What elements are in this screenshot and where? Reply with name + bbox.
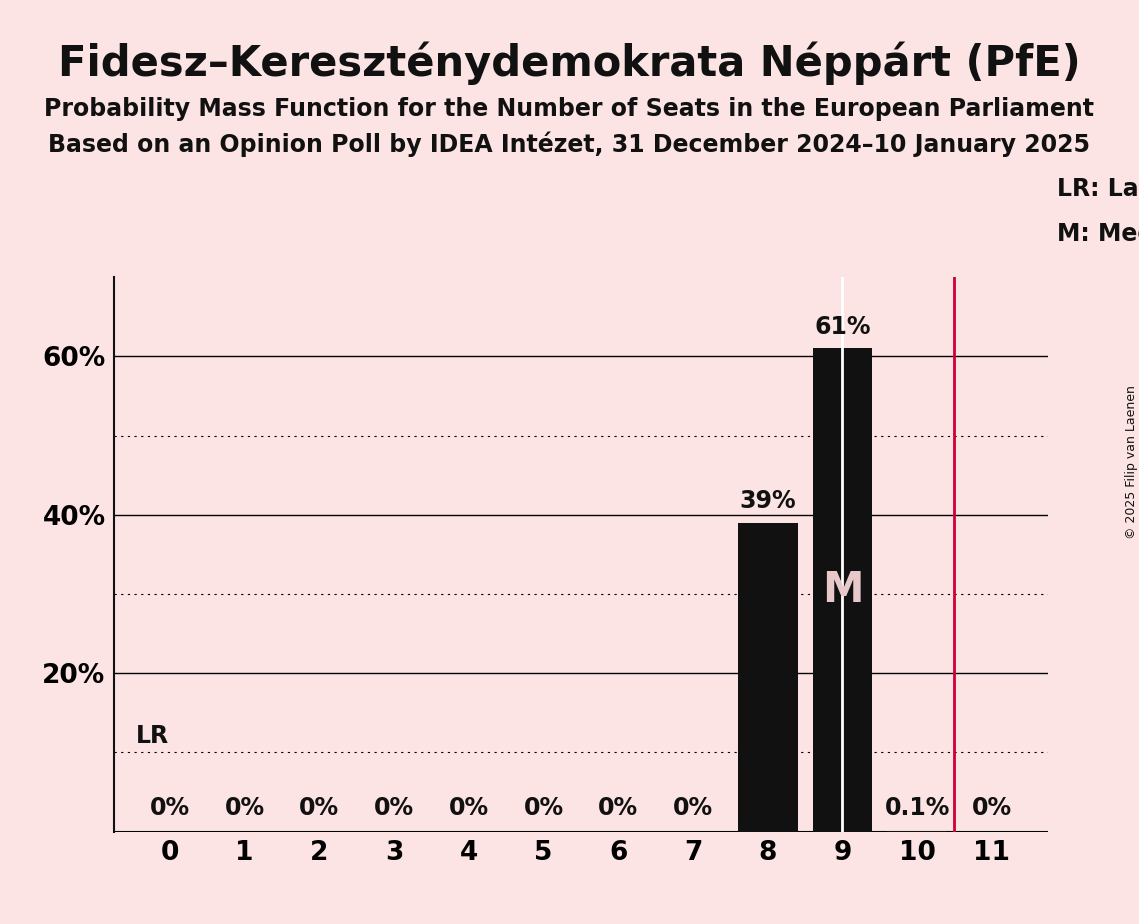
- Text: 0.1%: 0.1%: [885, 796, 950, 820]
- Text: Probability Mass Function for the Number of Seats in the European Parliament: Probability Mass Function for the Number…: [44, 97, 1095, 121]
- Text: 0%: 0%: [449, 796, 489, 820]
- Text: 0%: 0%: [972, 796, 1011, 820]
- Text: 0%: 0%: [300, 796, 339, 820]
- Text: 0%: 0%: [224, 796, 264, 820]
- Text: 0%: 0%: [150, 796, 190, 820]
- Text: LR: Last Result: LR: Last Result: [1057, 177, 1139, 201]
- Text: 61%: 61%: [814, 315, 870, 339]
- Text: 0%: 0%: [673, 796, 713, 820]
- Text: Fidesz–Kereszténydemokrata Néppárt (PfE): Fidesz–Kereszténydemokrata Néppárt (PfE): [58, 42, 1081, 85]
- Text: LR: LR: [137, 724, 170, 748]
- Bar: [812, 348, 872, 832]
- Text: 0%: 0%: [524, 796, 564, 820]
- Text: 0%: 0%: [598, 796, 638, 820]
- Text: Based on an Opinion Poll by IDEA Intézet, 31 December 2024–10 January 2025: Based on an Opinion Poll by IDEA Intézet…: [49, 131, 1090, 157]
- Text: © 2025 Filip van Laenen: © 2025 Filip van Laenen: [1124, 385, 1138, 539]
- Text: 0%: 0%: [374, 796, 415, 820]
- Text: M: Median: M: Median: [1057, 222, 1139, 246]
- Bar: [738, 523, 797, 832]
- Text: 39%: 39%: [739, 489, 796, 513]
- Text: M: M: [821, 569, 863, 611]
